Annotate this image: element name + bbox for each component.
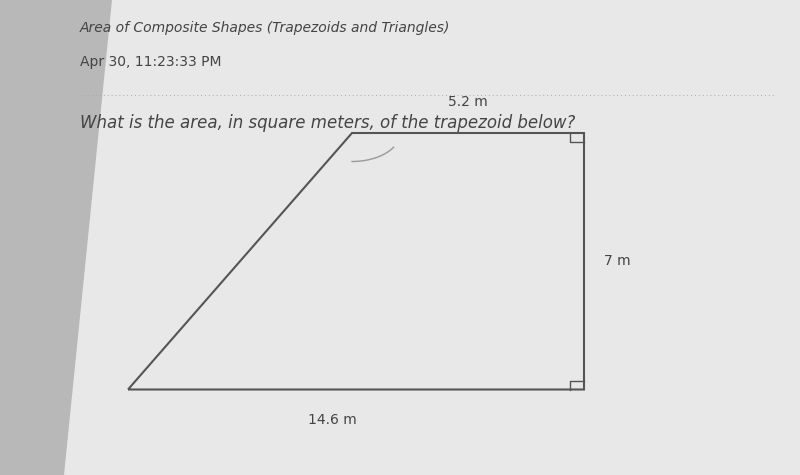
Text: 7 m: 7 m	[604, 254, 630, 268]
Text: 5.2 m: 5.2 m	[448, 95, 488, 109]
Text: What is the area, in square meters, of the trapezoid below?: What is the area, in square meters, of t…	[80, 114, 575, 132]
Text: Apr 30, 11:23:33 PM: Apr 30, 11:23:33 PM	[80, 55, 222, 68]
Text: Area of Composite Shapes (Trapezoids and Triangles): Area of Composite Shapes (Trapezoids and…	[80, 21, 450, 35]
Polygon shape	[0, 0, 112, 475]
Text: 14.6 m: 14.6 m	[308, 413, 356, 427]
